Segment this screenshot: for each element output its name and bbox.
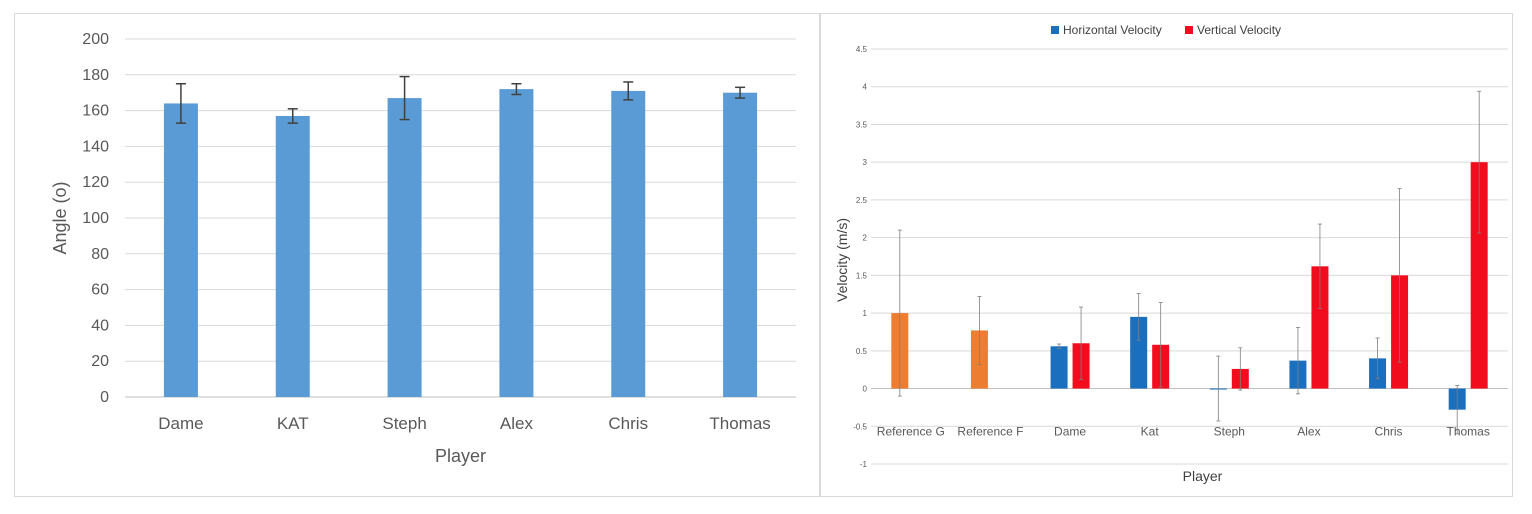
y-tick-label: -1: [860, 460, 868, 469]
angle-chart-panel: 0 20 40 60 80 100 120 140 160 180 200 Dame KAT Steph A…: [14, 13, 820, 497]
y-tick-label: 2.5: [856, 196, 868, 205]
y-tick-label: 100: [82, 210, 109, 227]
y-tick-label: -0.5: [853, 422, 867, 431]
y-tick-label: 0: [863, 385, 868, 394]
x-tick-label: Thomas: [1447, 425, 1490, 439]
y-tick-label: 1: [863, 309, 868, 318]
x-tick-label: Alex: [500, 414, 534, 433]
bar-alex: [499, 89, 534, 398]
y-tick-label: 20: [91, 353, 109, 370]
y-tick-label: 0: [100, 389, 109, 406]
bar-dame: [163, 103, 198, 397]
x-tick-label: Alex: [1297, 425, 1320, 439]
y-tick-label: 1.5: [856, 271, 868, 280]
x-tick-label: Chris: [1375, 425, 1403, 439]
bar-thomas: [723, 92, 758, 397]
y-tick-label: 2: [863, 234, 868, 243]
legend-horizontal-label: Horizontal Velocity: [1063, 23, 1162, 37]
y-tick-label: 200: [82, 31, 109, 48]
y-tick-label: 4.5: [856, 45, 868, 54]
y-tick-label: 40: [91, 317, 109, 334]
y-tick-label: 60: [91, 282, 109, 299]
velocity-chart: -1 -0.5 0 0.5 1 1.5 2 2.5 3 3.5 4 4.5 Reference G Ref…: [834, 23, 1508, 484]
x-tick-label: Reference G: [877, 425, 945, 439]
bar-horizontal-kat: [1130, 316, 1148, 389]
bar-vertical-alex: [1311, 266, 1329, 389]
x-tick-label: Steph: [382, 414, 426, 433]
bar-steph: [387, 98, 422, 397]
x-tick-label: Steph: [1214, 425, 1245, 439]
angle-chart: 0 20 40 60 80 100 120 140 160 180 200 Dame KAT Steph A…: [50, 31, 796, 466]
bar-vertical-thomas: [1470, 162, 1488, 389]
y-tick-label: 4: [863, 83, 868, 92]
x-tick-label: Dame: [158, 414, 203, 433]
bar-kat: [275, 115, 310, 397]
y-axis-title: Velocity (m/s): [834, 218, 850, 302]
y-tick-label: 120: [82, 174, 109, 191]
x-tick-label: Thomas: [709, 414, 770, 433]
y-axis-title: Angle (o): [50, 181, 70, 254]
y-tick-label: 160: [82, 103, 109, 120]
x-tick-label: Kat: [1141, 425, 1160, 439]
x-tick-label: Dame: [1054, 425, 1086, 439]
x-tick-label: KAT: [277, 414, 309, 433]
legend-vertical-label: Vertical Velocity: [1197, 23, 1281, 37]
legend-horizontal-swatch: [1051, 26, 1059, 34]
x-tick-label: Chris: [608, 414, 648, 433]
y-tick-label: 80: [91, 246, 109, 263]
x-axis-title: Player: [1183, 468, 1223, 484]
velocity-chart-panel: -1 -0.5 0 0.5 1 1.5 2 2.5 3 3.5 4 4.5 Reference G Ref…: [820, 13, 1513, 497]
x-axis-title: Player: [435, 446, 486, 466]
y-tick-label: 0.5: [856, 347, 868, 356]
bar-horizontal-dame: [1050, 346, 1068, 389]
y-tick-label: 3.5: [856, 120, 868, 129]
y-tick-label: 3: [863, 158, 868, 167]
y-tick-label: 180: [82, 67, 109, 84]
y-tick-label: 140: [82, 138, 109, 155]
x-tick-label: Reference F: [957, 425, 1023, 439]
legend-vertical-swatch: [1185, 26, 1193, 34]
bar-chris: [611, 90, 646, 397]
